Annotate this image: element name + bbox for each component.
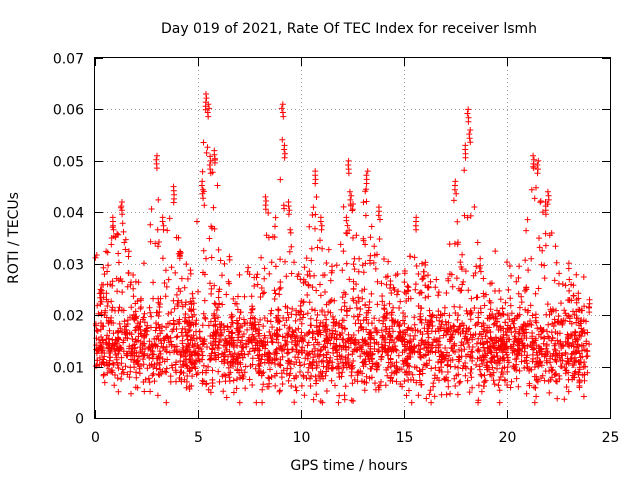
x-tick-label: 5	[194, 430, 203, 446]
x-tick-label: 20	[499, 430, 517, 446]
y-tick-label: 0	[75, 412, 84, 428]
y-tick-label: 0.02	[53, 309, 84, 325]
y-tick-label: 0.04	[53, 206, 84, 222]
roti-points	[92, 91, 593, 406]
chart-title: Day 019 of 2021, Rate Of TEC Index for r…	[161, 21, 537, 37]
x-tick-label: 25	[602, 430, 620, 446]
y-tick-label: 0.01	[53, 361, 84, 377]
y-tick-label: 0.05	[53, 155, 84, 171]
scatter-points	[92, 91, 593, 406]
axes: 0 0.01 0.02 0.03 0.04 0.05 0.06 0.07 0 5 10 15 20 25	[53, 52, 620, 447]
y-tick-label: 0.07	[53, 52, 84, 68]
plot-frame	[94, 57, 611, 419]
x-tick-label: 0	[91, 430, 100, 446]
x-axis-label: GPS time / hours	[290, 458, 407, 474]
x-tick-label: 10	[293, 430, 311, 446]
y-axis-label: ROTI / TECUs	[6, 192, 22, 284]
y-tick-label: 0.06	[53, 103, 84, 119]
x-tick-label: 15	[396, 430, 414, 446]
y-tick-label: 0.03	[53, 258, 84, 274]
